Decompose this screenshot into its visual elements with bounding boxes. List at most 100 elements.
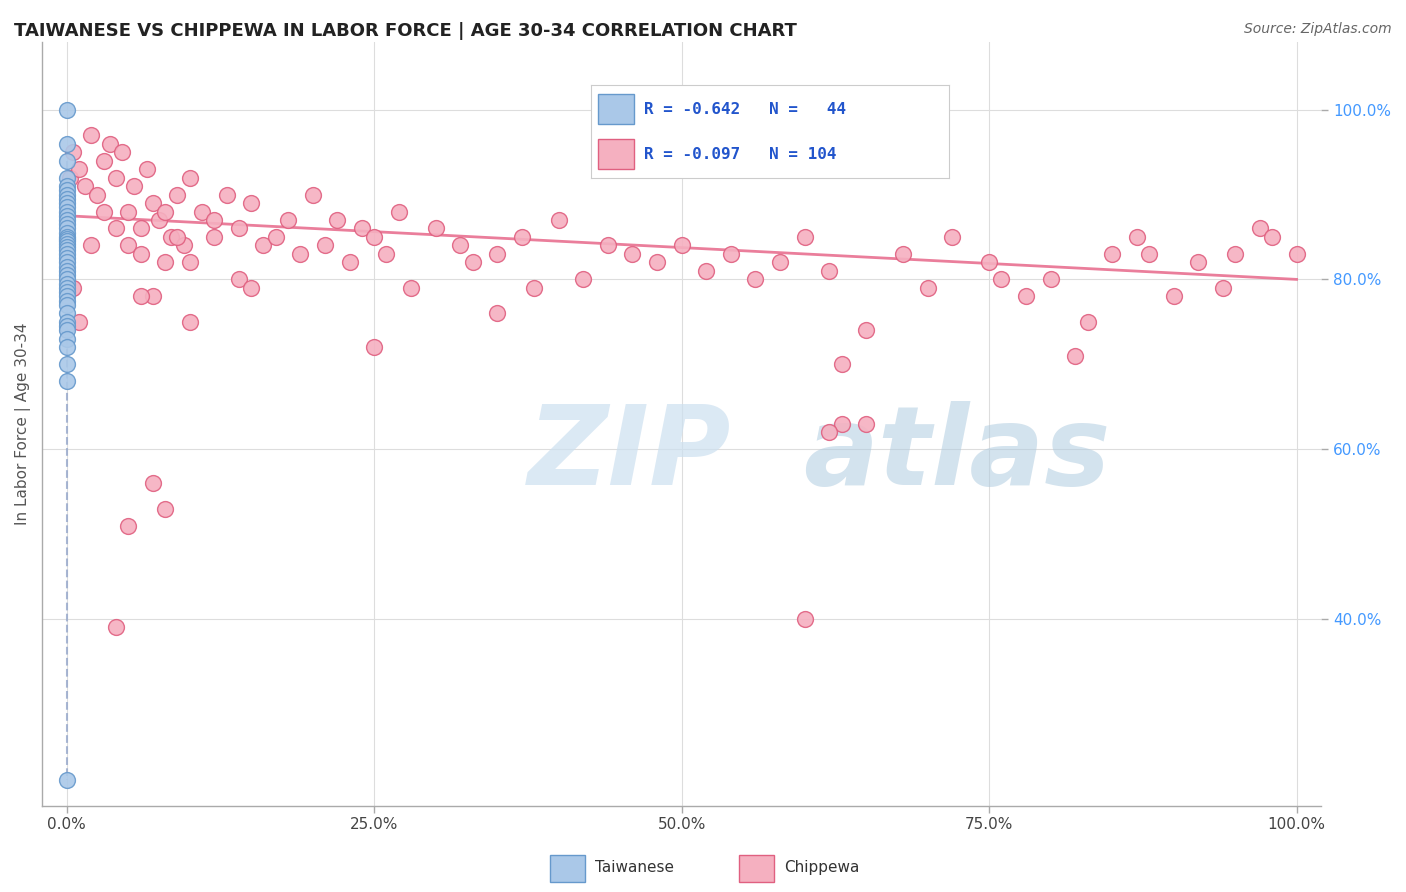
Point (59, 170, 82, 185)
Point (142, 196, 165, 211)
Point (314, 238, 336, 252)
Point (55, 251, 77, 265)
Point (55, 293, 77, 308)
Point (363, 340, 385, 354)
Point (425, 221, 447, 235)
Point (1212, 281, 1234, 295)
Point (202, 230, 225, 244)
Point (339, 255, 361, 269)
Point (55, 153, 77, 168)
Point (1064, 349, 1087, 363)
Point (363, 230, 385, 244)
Point (129, 221, 152, 235)
Text: atlas: atlas (803, 401, 1111, 508)
Point (135, 162, 157, 177)
Point (1163, 289, 1185, 303)
Point (55, 217, 77, 231)
Point (104, 170, 127, 185)
Point (793, 612, 815, 626)
Point (142, 476, 165, 491)
Point (117, 518, 139, 533)
Point (55, 196, 77, 211)
Point (55, 232, 77, 246)
Point (1249, 221, 1271, 235)
Point (228, 221, 250, 235)
Point (55, 268, 77, 282)
Point (831, 417, 853, 431)
Point (941, 230, 963, 244)
Point (1223, 247, 1246, 261)
Point (55, 332, 77, 346)
Bar (550, 855, 585, 881)
Point (55, 187, 77, 202)
Text: ZIP: ZIP (529, 401, 731, 508)
Point (80, 128, 103, 142)
Point (228, 272, 250, 286)
Point (104, 221, 127, 235)
Point (979, 255, 1001, 269)
Text: TAIWANESE VS CHIPPEWA IN LABOR FORCE | AGE 30-34 CORRELATION CHART: TAIWANESE VS CHIPPEWA IN LABOR FORCE | A… (14, 22, 797, 40)
Point (252, 238, 274, 252)
Point (388, 204, 411, 219)
Point (547, 213, 569, 227)
Point (80, 238, 103, 252)
Point (855, 417, 877, 431)
Point (891, 247, 914, 261)
Point (277, 213, 299, 227)
Point (62, 281, 84, 295)
Point (55, 323, 77, 337)
Point (818, 425, 841, 439)
Point (86, 187, 108, 202)
Point (153, 204, 176, 219)
Point (173, 238, 195, 252)
Point (831, 357, 853, 371)
Point (55, 264, 77, 278)
Point (596, 238, 619, 252)
Point (461, 255, 484, 269)
Point (55, 255, 77, 269)
Point (160, 230, 183, 244)
Point (55, 204, 77, 219)
Point (129, 247, 152, 261)
Point (523, 281, 546, 295)
Text: Source: ZipAtlas.com: Source: ZipAtlas.com (1244, 22, 1392, 37)
Point (818, 264, 841, 278)
Point (55, 315, 77, 329)
Point (55, 243, 77, 257)
Point (62, 145, 84, 160)
Point (855, 323, 877, 337)
Point (55, 221, 77, 235)
Point (55, 357, 77, 371)
Point (55, 319, 77, 334)
Point (55, 340, 77, 354)
Point (93, 153, 115, 168)
Point (240, 196, 263, 211)
Point (301, 187, 323, 202)
Point (55, 240, 77, 254)
Point (55, 209, 77, 223)
Point (55, 183, 77, 197)
Point (1039, 272, 1062, 286)
Text: R = -0.097   N = 104: R = -0.097 N = 104 (644, 146, 837, 161)
Point (55, 285, 77, 299)
Point (93, 204, 115, 219)
Point (67, 162, 90, 177)
Point (111, 145, 134, 160)
Point (793, 230, 815, 244)
Point (1261, 230, 1284, 244)
Point (1137, 247, 1160, 261)
Point (1187, 255, 1209, 269)
Point (55, 289, 77, 303)
Point (671, 238, 693, 252)
Point (264, 230, 287, 244)
Point (720, 247, 742, 261)
Point (55, 260, 77, 274)
Point (55, 298, 77, 312)
Point (75, 179, 97, 194)
Point (179, 170, 201, 185)
Point (55, 773, 77, 788)
Point (191, 204, 214, 219)
Point (399, 281, 422, 295)
Point (179, 255, 201, 269)
Point (55, 234, 77, 248)
